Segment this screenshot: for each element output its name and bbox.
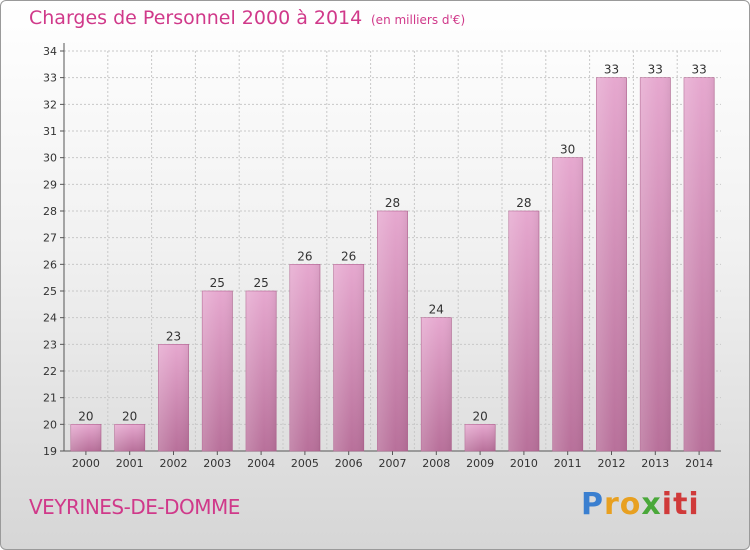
data-labels: 20 20 23 25 25 26 26 28 24 20 28 30 33 33 33 [78,63,706,424]
data-label: 20 [78,409,93,423]
bar-shade [70,424,102,451]
y-tick-label: 22 [43,365,57,378]
y-tick-label: 29 [43,178,57,191]
bar-shade [158,344,189,451]
bar-shade [289,264,321,451]
x-tick-label: 2002 [160,457,188,470]
data-label: 28 [385,196,400,210]
y-tick-label: 30 [43,152,57,165]
x-tick-label: 2013 [641,457,669,470]
bar-shade [508,211,540,451]
bar-shade [114,424,145,451]
x-tick-label: 2005 [291,457,319,470]
proxiti-logo: Proxiti [581,487,700,522]
x-tick-label: 2008 [422,457,450,470]
chart-subtitle: (en milliers d'€) [371,13,466,27]
y-tick-label: 27 [43,232,57,245]
commune-name: VEYRINES-DE-DOMME [29,495,240,519]
bars [70,77,715,452]
y-tick-label: 26 [43,258,57,271]
y-tick-label: 19 [43,445,57,458]
data-label: 33 [648,63,663,77]
bar-shade [640,77,671,452]
bar-shade [596,77,627,452]
y-tick-label: 34 [43,45,57,58]
x-tick-labels: 2000 2001 2002 2003 2004 2005 2006 2007 2008 2009… [72,457,713,470]
data-label: 28 [516,196,531,210]
bar-shade [683,77,715,452]
x-tick-label: 2012 [598,457,626,470]
data-label: 25 [253,276,268,290]
data-label: 20 [472,409,487,423]
y-tick-label: 25 [43,285,57,298]
data-label: 23 [166,329,181,343]
x-tick-label: 2003 [203,457,231,470]
data-label: 26 [341,249,356,263]
data-label: 30 [560,143,575,157]
y-tick-label: 24 [43,312,57,325]
x-tick-label: 2010 [510,457,538,470]
x-tick-label: 2000 [72,457,100,470]
data-label: 33 [691,63,706,77]
data-label: 20 [122,409,137,423]
x-tick-label: 2004 [247,457,275,470]
data-label: 24 [429,303,444,317]
x-tick-label: 2014 [685,457,713,470]
y-tick-label: 21 [43,392,57,405]
x-tick-label: 2001 [116,457,144,470]
chart-title: Charges de Personnel 2000 à 2014 [29,7,363,29]
x-tick-label: 2011 [554,457,582,470]
bar-shade [245,291,277,451]
y-tick-label: 31 [43,125,57,138]
bar-shade [202,291,233,451]
data-label: 33 [604,63,619,77]
bar-shade [421,317,452,451]
y-tick-labels: 19 20 21 22 23 24 25 26 27 28 29 30 31 32 33 34 [43,45,57,458]
data-label: 26 [297,249,312,263]
x-tick-label: 2006 [335,457,363,470]
data-label: 25 [210,276,225,290]
y-tick-label: 33 [43,72,57,85]
y-tick-label: 32 [43,98,57,111]
bar-shade [464,424,496,451]
bar-shade [333,264,364,451]
bar-shade [377,211,408,451]
y-tick-label: 23 [43,338,57,351]
y-tick-label: 20 [43,418,57,431]
y-tick-label: 28 [43,205,57,218]
bar-shade [552,157,583,451]
x-tick-label: 2009 [466,457,494,470]
x-tick-label: 2007 [379,457,407,470]
